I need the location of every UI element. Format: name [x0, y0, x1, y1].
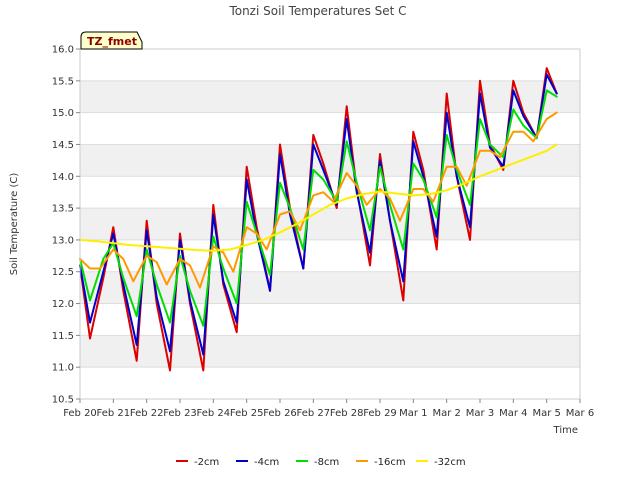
y-tick-label: 13.5 [52, 204, 74, 215]
legend-item: -4cm [236, 457, 279, 468]
x-tick-label: Mar 1 [399, 408, 427, 419]
series-line-minus-32cm [79, 143, 558, 252]
x-tick-label: Feb 26 [263, 408, 297, 419]
series-line-minus-4cm [79, 73, 558, 356]
series-line-minus-8cm [79, 89, 558, 327]
badge-label: TZ_fmet [87, 35, 137, 48]
legend-item: -32cm [416, 457, 466, 468]
legend-label: -32cm [434, 457, 466, 468]
plot-area [80, 48, 580, 400]
y-tick-label: 14.0 [52, 172, 74, 183]
legend-label: -16cm [374, 457, 406, 468]
legend-item: -16cm [356, 457, 406, 468]
x-tick-label: Feb 27 [297, 408, 331, 419]
plot-frame [79, 48, 581, 400]
chart-title: Tonzi Soil Temperatures Set C [228, 4, 406, 18]
y-tick-label: 11.5 [52, 331, 74, 342]
y-tick-label: 14.5 [52, 140, 74, 151]
x-tick-label: Feb 21 [97, 408, 131, 419]
y-axis-title: Soil Temperature (C) [9, 173, 20, 276]
badge: TZ_fmet [80, 31, 143, 50]
y-tick-label: 15.5 [52, 76, 74, 87]
legend-item: -2cm [176, 457, 219, 468]
series-line-minus-16cm [79, 111, 558, 289]
grid-band [80, 335, 580, 368]
x-tick-label: Feb 29 [363, 408, 397, 419]
x-tick-label: Mar 2 [432, 408, 460, 419]
x-tick-label: Mar 3 [466, 408, 494, 419]
x-tick-label: Mar 4 [499, 408, 527, 419]
y-tick-label: 11.0 [52, 363, 74, 374]
legend-label: -4cm [254, 457, 279, 468]
x-tick-label: Feb 24 [197, 408, 231, 419]
y-axis: 10.5 11.0 11.5 12.0 12.5 13.0 13.5 14.0 14.5 15.0… [52, 45, 80, 406]
x-axis-title: Time [553, 425, 578, 436]
y-tick-label: 10.5 [52, 395, 74, 406]
legend: -2cm -4cm -8cm -16cm -32cm [176, 457, 466, 468]
y-tick-label: 12.5 [52, 267, 74, 278]
x-axis: Feb 20 Feb 21 Feb 22 Feb 23 Feb 24 Feb 25 Feb … [63, 399, 594, 419]
legend-item: -8cm [296, 457, 339, 468]
y-tick-label: 15.0 [52, 108, 74, 119]
x-tick-label: Feb 22 [130, 408, 164, 419]
x-tick-label: Mar 6 [566, 408, 594, 419]
x-tick-label: Feb 28 [330, 408, 364, 419]
x-tick-label: Feb 23 [163, 408, 197, 419]
x-tick-label: Mar 5 [532, 408, 560, 419]
legend-label: -2cm [194, 457, 219, 468]
series-layer [79, 67, 558, 372]
legend-label: -8cm [314, 457, 339, 468]
y-tick-label: 12.0 [52, 299, 74, 310]
y-tick-label: 16.0 [52, 45, 74, 56]
grid-band [80, 208, 580, 240]
x-tick-label: Feb 20 [63, 408, 97, 419]
x-tick-label: Feb 25 [230, 408, 264, 419]
y-tick-label: 13.0 [52, 235, 74, 246]
grid-band [80, 80, 580, 113]
